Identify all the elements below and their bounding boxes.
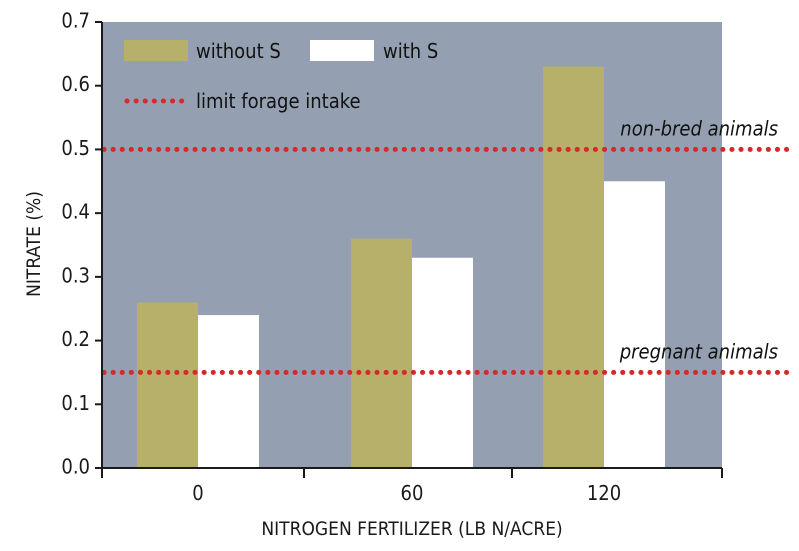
y-tick-label: 0.6 [61, 72, 90, 96]
bar-without-s-60 [351, 238, 412, 468]
legend-label-with-s: with S [383, 39, 438, 63]
legend-label-without-s: without S [196, 39, 281, 63]
y-tick-label: 0.1 [61, 391, 90, 415]
y-tick-label: 0.7 [61, 9, 90, 33]
y-tick-label: 0.0 [61, 455, 90, 479]
x-tick-label-120: 120 [587, 481, 621, 505]
y-tick-label: 0.4 [61, 200, 90, 224]
x-tick-label-0: 0 [192, 481, 203, 505]
reference-label-pregnant: pregnant animals [619, 339, 778, 363]
y-tick-label: 0.2 [61, 327, 90, 351]
legend: without S with S limit forage intake [124, 39, 438, 113]
legend-label-limit: limit forage intake [196, 89, 361, 113]
reference-label-non-bred: non-bred animals [620, 116, 778, 140]
y-axis-title: NITRATE (%) [23, 191, 45, 297]
bar-without-s-0 [137, 302, 198, 468]
bar-with-s-0 [198, 315, 259, 468]
bar-with-s-60 [412, 257, 473, 468]
bar-with-s-120 [604, 181, 665, 469]
x-tick-label-60: 60 [401, 481, 424, 505]
x-axis-title: NITROGEN FERTILIZER (LB N/ACRE) [261, 518, 562, 540]
legend-swatch-without-s [124, 40, 188, 61]
y-tick-label: 0.3 [61, 263, 90, 287]
y-tick-label: 0.5 [61, 136, 90, 160]
bar-without-s-120 [543, 66, 604, 468]
legend-swatch-with-s [310, 40, 374, 61]
